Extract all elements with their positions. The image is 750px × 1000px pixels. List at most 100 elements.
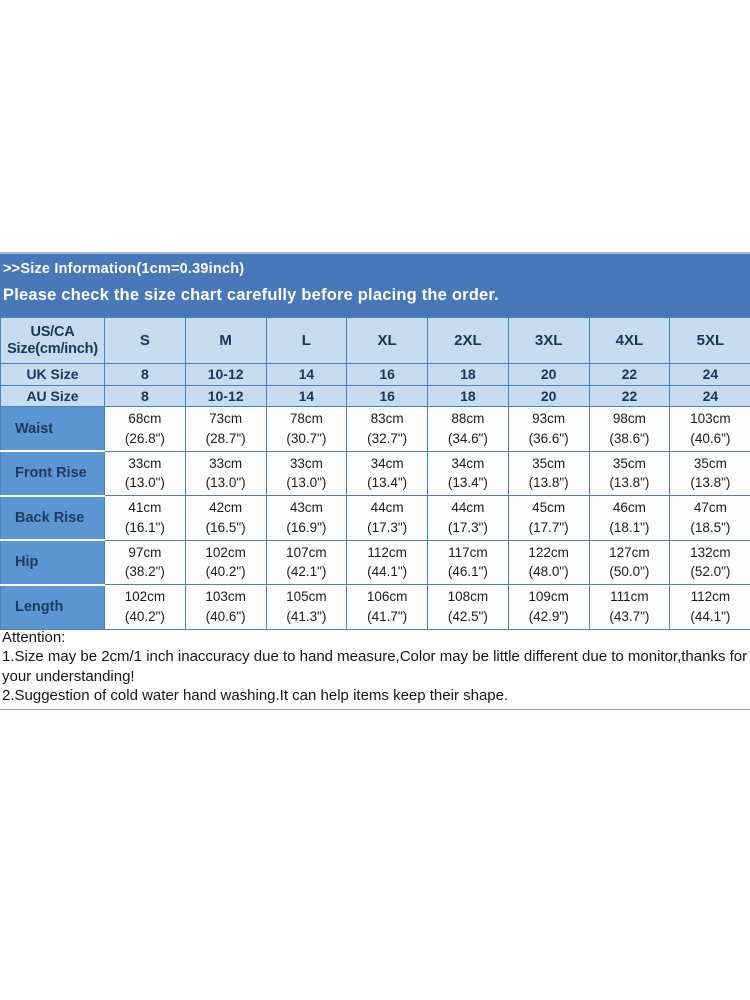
value-cm: 112cm [690,589,731,605]
size-number-cell: 18 [427,384,509,407]
measurement-row: Back Rise 41cm (16.1") 42cm (16.5") 43cm (16.9… [0,494,750,541]
value-inch: (16.5") [205,519,246,535]
attention-item-2: 2.Suggestion of cold water hand washing.… [2,686,509,704]
value-inch: (36.6") [528,430,569,446]
measurement-cell: 68cm (26.8") [104,406,186,452]
measurement-cell: 122cm (48.0") [507,539,590,585]
measurement-cell: 33cm (13.0") [104,450,186,496]
value-inch: (13.8") [690,475,731,491]
corner-label-line1: US/CA [30,323,75,340]
value-cm: 33cm [128,455,162,471]
value-inch: (50.0") [609,564,650,580]
value-inch: (30.7") [286,430,327,446]
measurement-row: Waist 68cm (26.8") 73cm (28.7") 78cm (30.7") 83… [0,406,750,452]
value-cm: 73cm [209,411,243,427]
value-inch: (17.7") [528,519,569,535]
table-header-row: US/CA Size(cm/inch) S M L XL 2XL 3XL 4XL 5XL [0,317,750,364]
measurement-cell: 127cm (50.0") [588,539,671,585]
row-label: Hip [0,539,105,585]
size-column-header: 5XL [669,317,750,364]
value-inch: (40.2") [124,608,165,624]
size-table-body: US/CA Size(cm/inch) S M L XL 2XL 3XL 4XL 5XL UK Si… [0,317,750,630]
value-cm: 102cm [205,544,246,560]
measurement-cell: 107cm (42.1") [265,539,348,585]
value-cm: 78cm [289,411,323,427]
value-cm: 106cm [366,589,408,605]
value-inch: (40.2") [205,564,246,580]
row-label: UK Size [0,363,105,386]
size-column-header: 2XL [427,317,509,364]
measurement-cell: 44cm (17.3") [427,495,509,541]
measurement-cell: 117cm (46.1") [427,539,509,585]
measurement-cell: 35cm (13.8") [669,450,750,496]
value-cm: 44cm [370,500,404,516]
measurement-cell: 35cm (13.8") [507,450,590,496]
value-cm: 108cm [447,589,489,605]
measurement-cell: 44cm (17.3") [346,495,428,541]
attention-item-1: 1.Size may be 2cm/1 inch inaccuracy due … [2,648,748,685]
measurement-row: Hip 97cm (38.2") 102cm (40.2") 107cm (42.1") 11… [0,539,750,585]
value-inch: (13.4") [447,475,488,491]
measurement-cell: 33cm (13.0") [265,450,348,496]
attention-title: Attention: [2,629,66,646]
value-inch: (40.6") [205,608,246,624]
value-cm: 41cm [128,500,162,516]
value-inch: (48.0") [528,564,569,580]
size-number-cell: 10-12 [184,384,267,407]
value-cm: 34cm [451,455,485,471]
size-number-cell: 14 [265,363,348,386]
measurement-cell: 41cm (16.1") [104,495,186,541]
value-inch: (16.1") [124,519,165,535]
value-inch: (40.6") [690,430,731,446]
size-column-header: M [184,317,267,364]
corner-header-cell: US/CA Size(cm/inch) [0,317,105,364]
row-label: Length [0,583,105,630]
value-inch: (34.6") [447,430,488,446]
value-inch: (13.0") [286,475,327,491]
value-inch: (42.1") [286,564,327,580]
value-cm: 98cm [612,411,646,427]
value-inch: (42.9") [528,608,569,624]
measurement-cell: 47cm (18.5") [669,495,750,541]
size-column-header: 3XL [507,317,590,364]
size-column-header: S [104,317,186,364]
size-column-header: L [265,317,348,364]
size-number-cell: 22 [588,384,671,407]
value-inch: (43.7") [609,608,650,624]
size-number-cell: 10-12 [184,363,267,386]
measurement-cell: 111cm (43.7") [588,584,671,630]
value-cm: 43cm [289,500,323,516]
measurement-cell: 45cm (17.7") [507,495,590,541]
value-cm: 97cm [128,544,162,560]
value-inch: (38.6") [609,430,650,446]
value-cm: 35cm [693,455,727,471]
value-inch: (44.1") [367,564,408,580]
size-chart-table: US/CA Size(cm/inch) S M L XL 2XL 3XL 4XL 5XL UK Si… [0,317,750,630]
value-cm: 103cm [690,411,731,427]
value-inch: (32.7") [367,430,408,446]
value-cm: 109cm [528,589,569,605]
size-number-cell: 16 [346,363,428,386]
measurement-cell: 97cm (38.2") [104,539,186,585]
measurement-cell: 93cm (36.6") [507,406,590,452]
measurement-cell: 33cm (13.0") [184,450,267,496]
value-inch: (17.3") [367,519,408,535]
row-label: Waist [0,406,105,452]
value-cm: 111cm [610,589,649,605]
size-number-cell: 18 [427,363,509,386]
measurement-cell: 112cm (44.1") [346,539,428,585]
check-size-chart-notice: Please check the size chart carefully be… [3,286,499,304]
measurement-cell: 103cm (40.6") [669,406,750,452]
measurement-cell: 88cm (34.6") [427,406,509,452]
size-number-cell: 24 [669,363,750,386]
size-number-row: UK Size 8 10-12 14 16 18 20 22 24 [0,363,750,386]
value-cm: 45cm [532,500,566,516]
value-cm: 88cm [451,411,485,427]
size-number-row: AU Size 8 10-12 14 16 18 20 22 24 [0,384,750,407]
value-cm: 117cm [448,544,488,560]
measurement-cell: 43cm (16.9") [265,495,348,541]
measurement-cell: 102cm (40.2") [104,584,186,630]
measurement-cell: 42cm (16.5") [184,495,267,541]
value-cm: 93cm [532,411,566,427]
value-cm: 35cm [612,455,646,471]
